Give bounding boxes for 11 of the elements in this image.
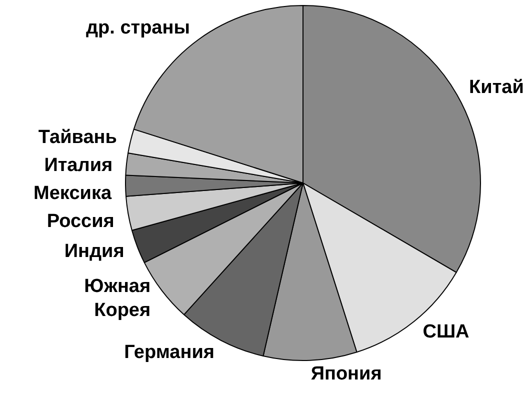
- slice-label: др. страны: [86, 18, 190, 39]
- slice-label: Индия: [64, 241, 124, 262]
- slice-label: Тайвань: [38, 126, 117, 148]
- slice-label: Южная Корея: [84, 276, 151, 322]
- slice-label: Китай: [469, 76, 524, 98]
- slice-label: Мексика: [34, 182, 112, 204]
- slice-label: Италия: [44, 154, 113, 176]
- slice-label: Япония: [310, 364, 382, 385]
- slice-label: США: [422, 322, 470, 343]
- slice-label: Германия: [124, 342, 214, 364]
- slice-label: Россия: [46, 210, 114, 232]
